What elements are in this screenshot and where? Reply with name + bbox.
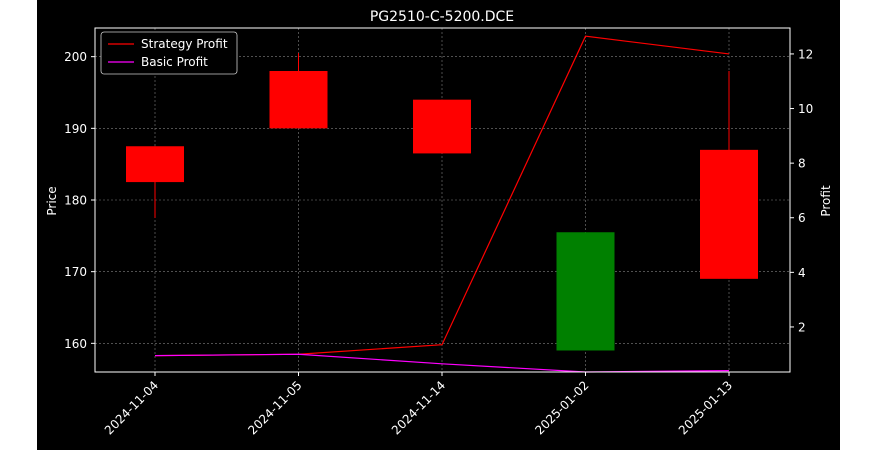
y2-tick-label: 12 — [798, 47, 813, 61]
y2-tick-label: 10 — [798, 102, 813, 116]
legend: Strategy Profit Basic Profit — [100, 31, 238, 75]
y-tick-label: 170 — [64, 265, 87, 279]
y-axis-label: Price — [45, 186, 59, 215]
x-tick-label: 2025-01-13 — [676, 378, 735, 437]
chart-title: PG2510-C-5200.DCE — [370, 9, 514, 25]
candle-body — [269, 71, 328, 129]
y2-tick-label: 4 — [798, 266, 806, 280]
y-tick-label: 200 — [64, 50, 87, 64]
y-tick-label: 190 — [64, 122, 87, 136]
y2-axis-label: Profit — [819, 185, 833, 217]
candle-body — [413, 99, 471, 154]
candle-body — [126, 146, 184, 183]
candles-layer — [126, 53, 758, 351]
x-tick-label: 2024-11-05 — [245, 378, 304, 437]
y-tick-label: 180 — [64, 194, 87, 208]
x-tick-label: 2024-11-04 — [102, 378, 161, 437]
y2-tick-label: 6 — [798, 211, 806, 225]
x-tick-label: 2024-11-14 — [389, 378, 448, 437]
candle-body — [700, 149, 758, 279]
legend-label-strategy-profit: Strategy Profit — [141, 37, 228, 51]
y-tick-label: 160 — [64, 337, 87, 351]
y2-tick-label: 2 — [798, 320, 806, 334]
x-tick-label: 2025-01-02 — [532, 378, 591, 437]
grid-lines — [95, 28, 790, 372]
y2-tick-label: 8 — [798, 157, 806, 171]
candle-body — [556, 232, 615, 351]
legend-label-basic-profit: Basic Profit — [141, 55, 208, 69]
